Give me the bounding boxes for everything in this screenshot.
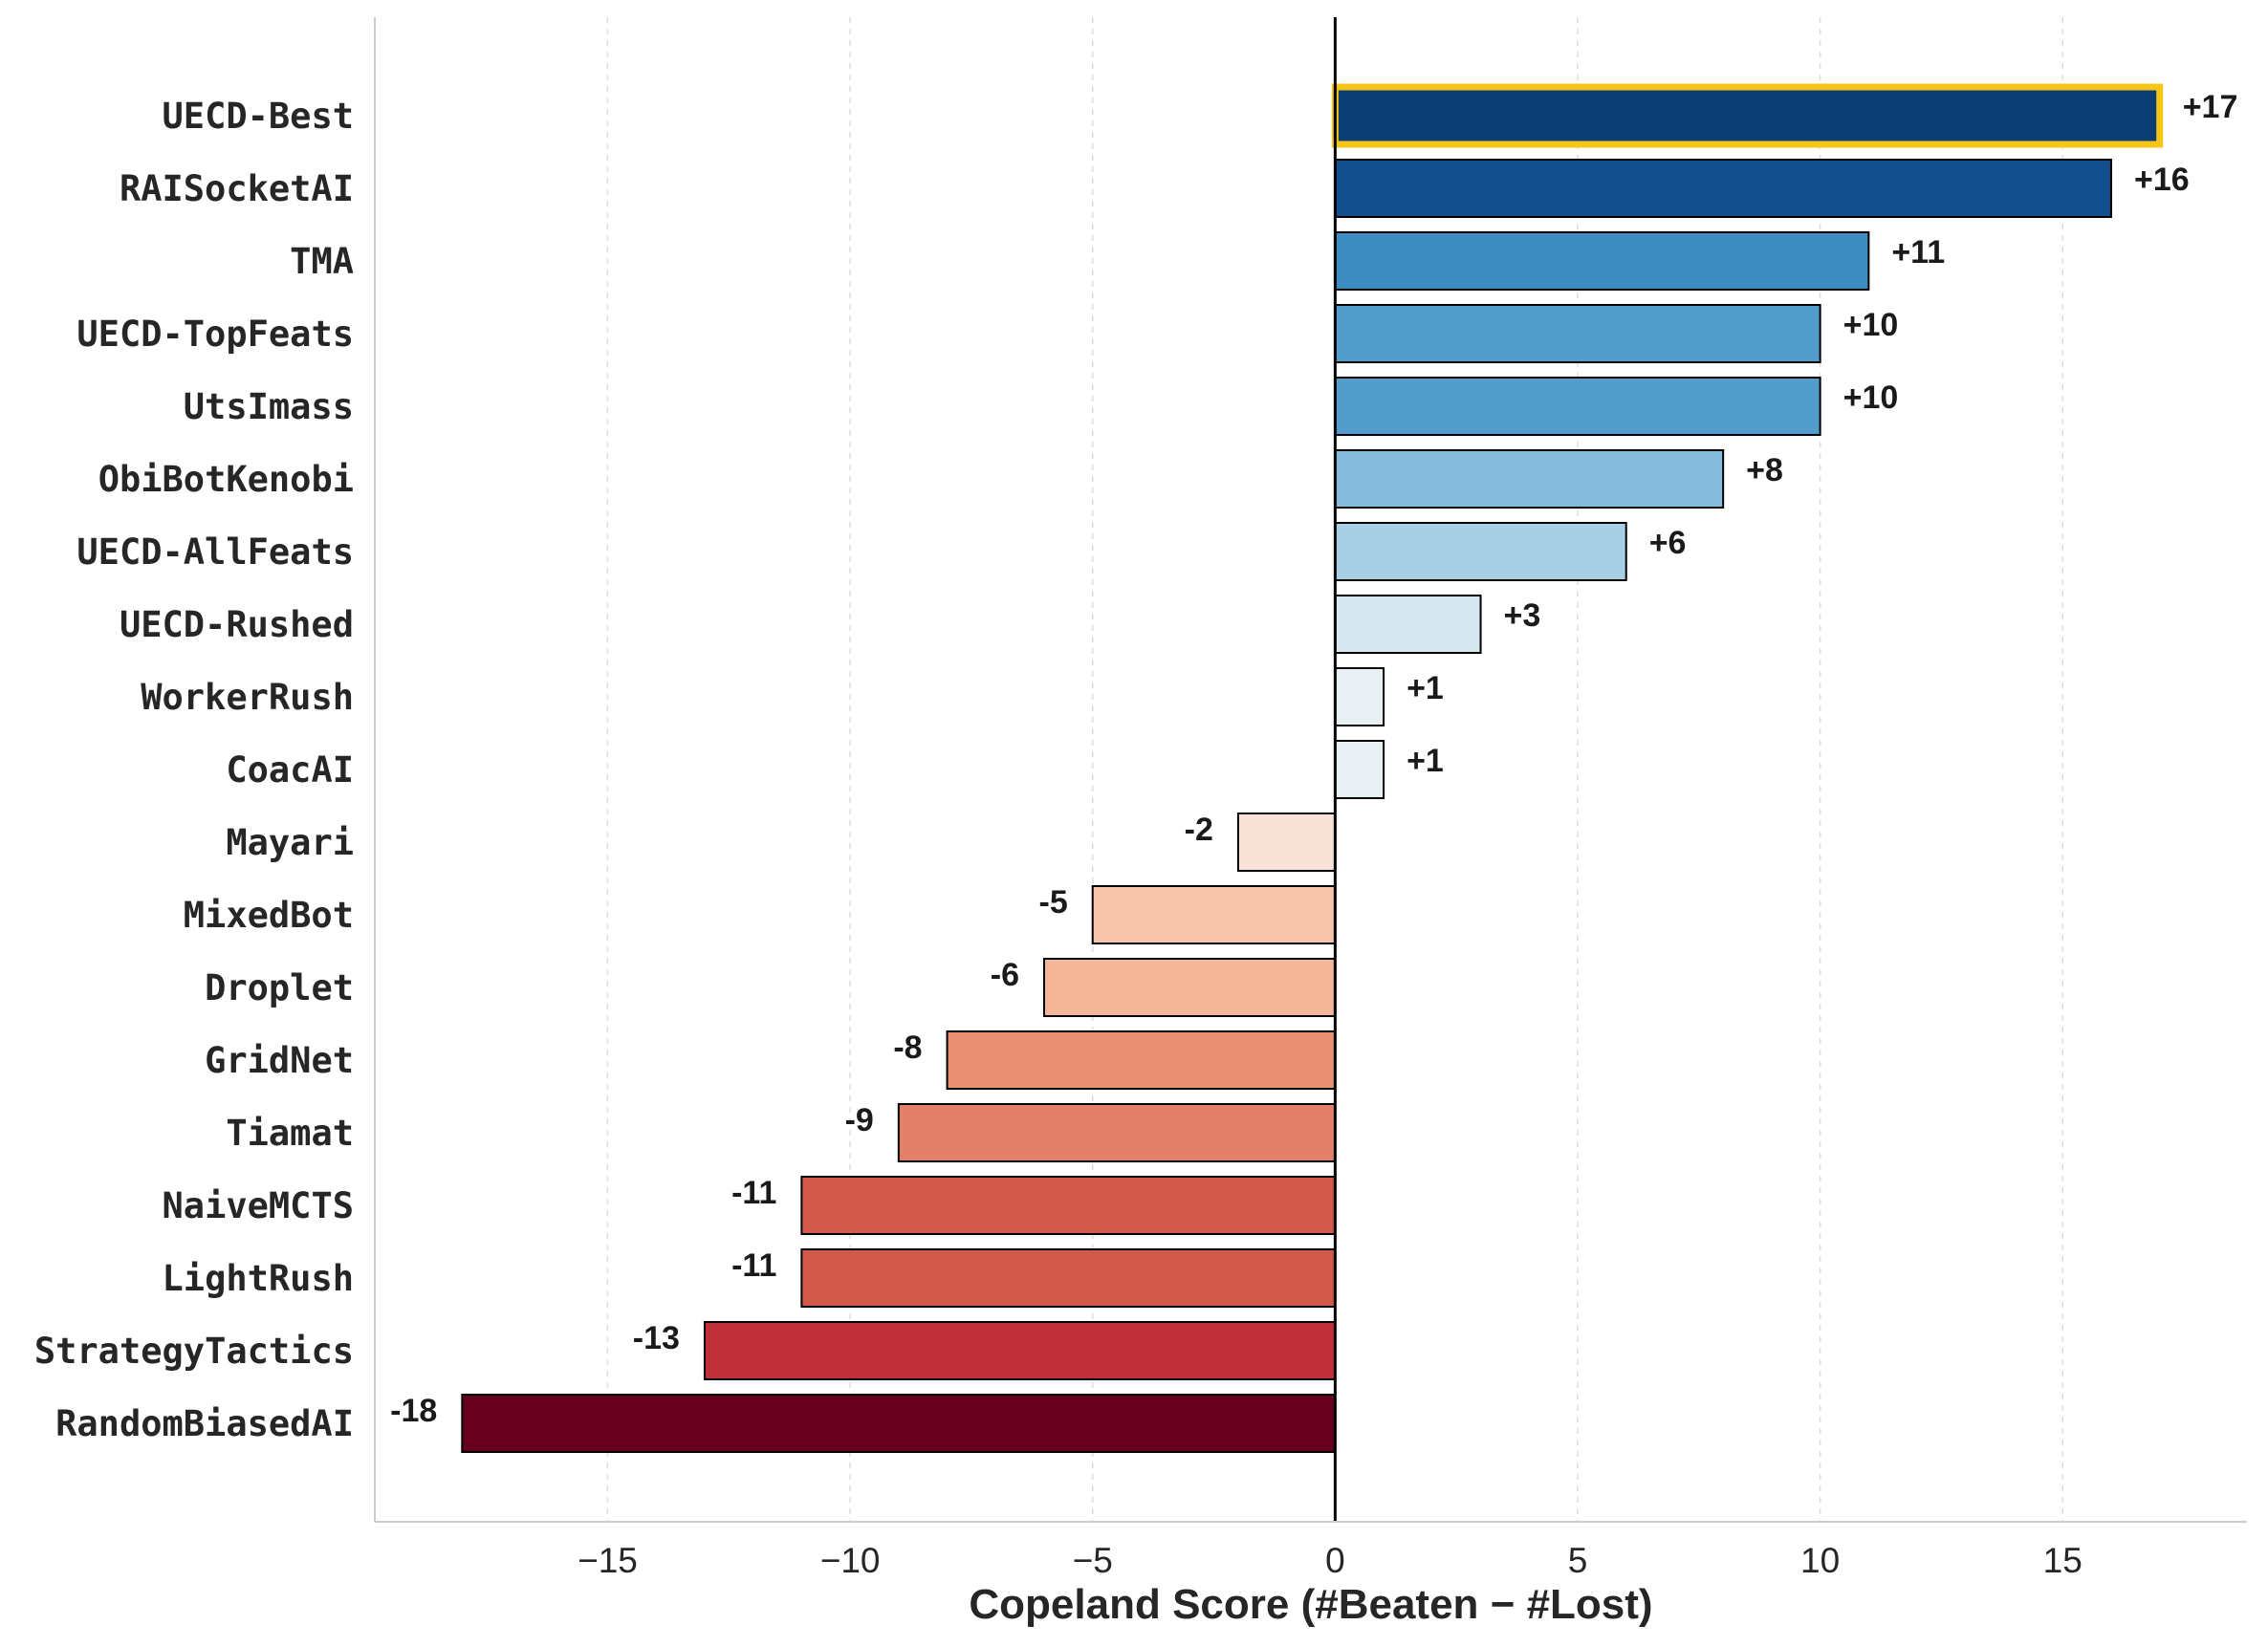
- category-label: GridNet: [205, 1040, 354, 1081]
- bar-naivemcts: [800, 1176, 1337, 1235]
- category-label: Droplet: [205, 967, 354, 1008]
- bar-tiamat: [897, 1103, 1337, 1162]
- x-tick-labels: −15 −10 −5 0 5 10 15: [578, 1541, 2083, 1580]
- value-label: +1: [1407, 670, 1444, 706]
- category-label: RAISocketAI: [120, 168, 354, 209]
- bar-workerrush: [1334, 667, 1385, 726]
- value-label: -18: [390, 1393, 437, 1429]
- value-label: +1: [1407, 743, 1444, 779]
- category-label: WorkerRush: [141, 677, 354, 718]
- bar-obibotkenobi: [1334, 449, 1725, 509]
- bar-mixedbot: [1091, 885, 1337, 944]
- value-label: +11: [1891, 234, 1945, 271]
- x-tick-label: 5: [1568, 1541, 1588, 1580]
- bar-uecd-allfeats: [1334, 522, 1627, 581]
- category-label: TMA: [290, 241, 354, 282]
- value-label: -2: [1185, 812, 1213, 848]
- value-label: +16: [2134, 162, 2190, 198]
- value-labels: +17 +16 +11 +10 +10 +8 +6 +3 +1 +1 -2 -5 -6 -8 -9 -11 -1…: [390, 89, 2237, 1429]
- value-label: -11: [731, 1247, 776, 1284]
- bar-tma: [1334, 231, 1870, 291]
- category-label: Mayari: [226, 822, 354, 863]
- bar-uecd-topfeats: [1334, 304, 1821, 363]
- value-label: -6: [991, 957, 1019, 993]
- bar-utsimass: [1334, 377, 1821, 436]
- bar-mayari: [1236, 813, 1337, 872]
- value-label: -11: [731, 1175, 776, 1211]
- value-label: +6: [1649, 525, 1687, 561]
- bar-droplet: [1043, 958, 1337, 1017]
- category-label: ObiBotKenobi: [98, 459, 354, 500]
- category-label: UtsImass: [184, 386, 354, 427]
- value-label: +17: [2183, 89, 2238, 125]
- value-label: -9: [845, 1102, 874, 1138]
- value-label: +10: [1843, 307, 1899, 343]
- value-label: +8: [1746, 452, 1783, 488]
- category-label: UECD-Best: [163, 96, 354, 137]
- axes: [374, 17, 2247, 1523]
- x-tick-label: 15: [2043, 1541, 2083, 1580]
- category-label: Tiamat: [226, 1113, 354, 1154]
- category-label: RandomBiasedAI: [55, 1403, 354, 1444]
- value-label: -8: [893, 1029, 922, 1066]
- category-labels: UECD-Best RAISocketAI TMA UECD-TopFeats UtsI…: [34, 96, 354, 1444]
- category-label: UECD-Rushed: [120, 604, 354, 645]
- x-axis-title: Copeland Score (#Beaten − #Lost): [969, 1581, 1652, 1628]
- bar-uecd-rushed: [1334, 595, 1482, 654]
- bar-randombiasedai: [461, 1394, 1337, 1453]
- bar-uecd-best: [1331, 83, 2164, 148]
- x-tick-label: −15: [578, 1541, 638, 1580]
- category-label: UECD-AllFeats: [76, 531, 354, 573]
- bar-strategytactics: [703, 1321, 1337, 1380]
- category-label: StrategyTactics: [34, 1331, 354, 1372]
- category-label: MixedBot: [184, 895, 354, 936]
- bar-coacai: [1334, 740, 1385, 799]
- x-tick-label: 0: [1325, 1541, 1345, 1580]
- bar-lightrush: [800, 1248, 1337, 1308]
- bar-gridnet: [946, 1030, 1337, 1090]
- value-label: -13: [633, 1320, 680, 1356]
- x-tick-label: 10: [1800, 1541, 1840, 1580]
- value-label: -5: [1039, 884, 1068, 921]
- category-label: CoacAI: [226, 749, 354, 791]
- bars: [461, 17, 2164, 1522]
- value-label: +3: [1504, 597, 1541, 634]
- x-tick-label: −5: [1073, 1541, 1113, 1580]
- category-label: UECD-TopFeats: [76, 314, 354, 355]
- category-label: LightRush: [163, 1258, 354, 1299]
- bar-raisocketai: [1334, 159, 2112, 218]
- x-tick-label: −10: [820, 1541, 881, 1580]
- category-label: NaiveMCTS: [163, 1185, 354, 1226]
- value-label: +10: [1843, 379, 1899, 416]
